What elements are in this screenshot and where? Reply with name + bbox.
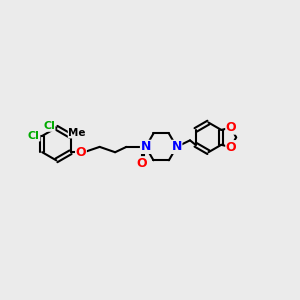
Text: O: O (226, 121, 236, 134)
Text: Cl: Cl (43, 121, 55, 131)
Text: N: N (140, 140, 151, 153)
Text: Cl: Cl (28, 131, 40, 141)
Text: O: O (76, 146, 86, 159)
Text: O: O (136, 157, 147, 170)
Text: O: O (226, 141, 236, 154)
Text: Me: Me (68, 128, 86, 138)
Text: N: N (172, 140, 182, 153)
